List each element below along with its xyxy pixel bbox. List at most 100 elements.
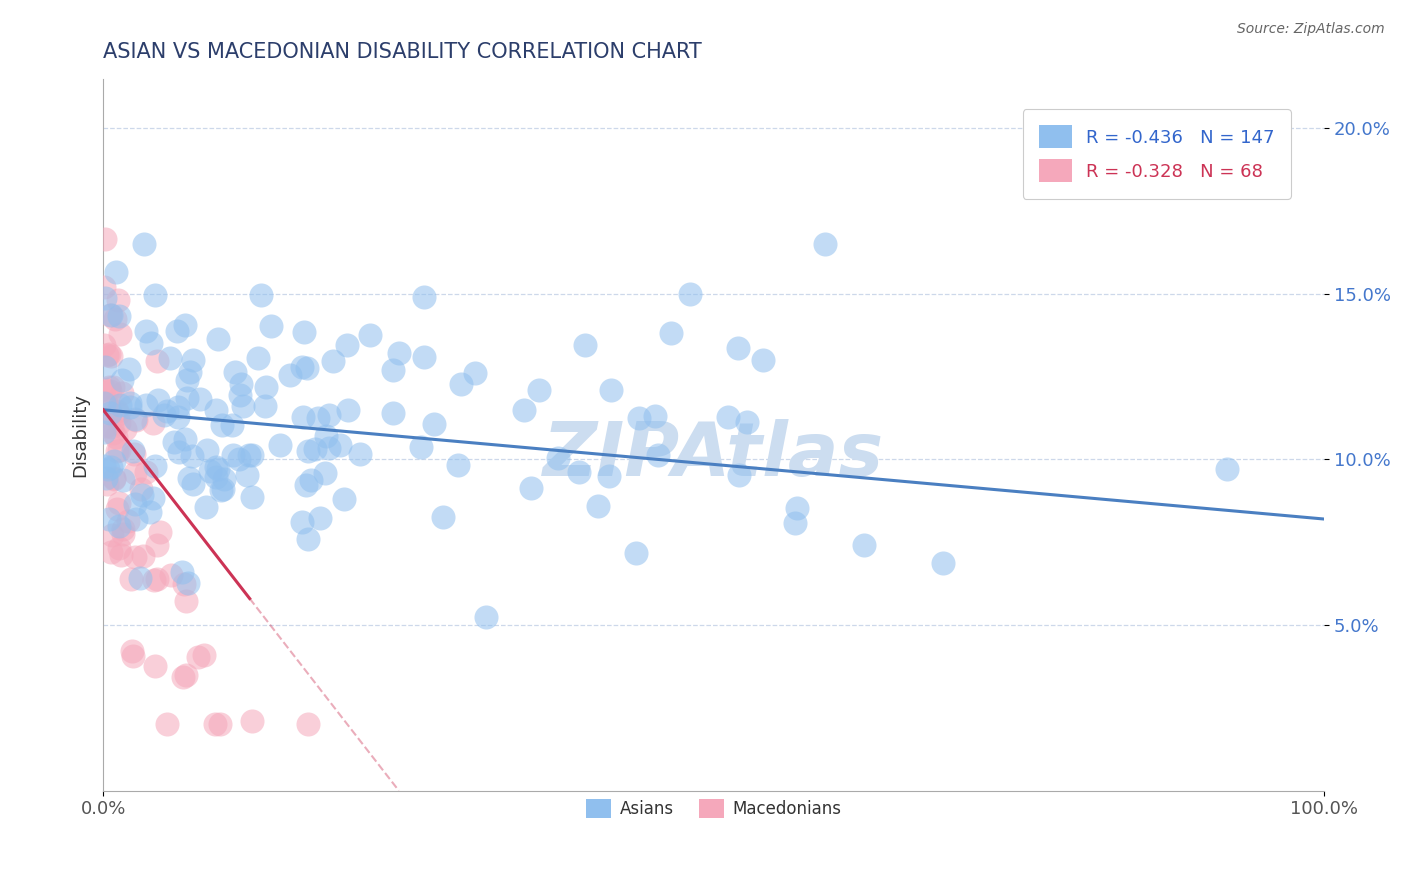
Point <box>193 648 215 662</box>
Point <box>107 404 129 418</box>
Point <box>112 522 135 536</box>
Point <box>297 443 319 458</box>
Point <box>735 415 758 429</box>
Point <box>253 399 276 413</box>
Point <box>240 714 263 729</box>
Point <box>247 351 270 365</box>
Point <box>104 265 127 279</box>
Point <box>98 308 121 322</box>
Point <box>299 473 322 487</box>
Point <box>232 399 254 413</box>
Point <box>122 447 145 461</box>
Point <box>121 443 143 458</box>
Point <box>98 384 121 399</box>
Point <box>728 468 751 483</box>
Point <box>254 380 277 394</box>
Point <box>574 338 596 352</box>
Point <box>308 411 330 425</box>
Point <box>211 483 233 497</box>
Point <box>205 459 228 474</box>
Point <box>142 416 165 430</box>
Point <box>132 549 155 564</box>
Point <box>146 538 169 552</box>
Point <box>322 354 344 368</box>
Point <box>599 383 621 397</box>
Point <box>260 319 283 334</box>
Point <box>110 548 132 562</box>
Point <box>131 482 153 496</box>
Point <box>336 402 359 417</box>
Point <box>118 396 141 410</box>
Point <box>177 471 200 485</box>
Point <box>222 449 245 463</box>
Point <box>124 412 146 426</box>
Point <box>93 232 115 246</box>
Point <box>105 501 128 516</box>
Point <box>101 527 124 541</box>
Point <box>107 407 129 421</box>
Point <box>318 408 340 422</box>
Point <box>142 491 165 506</box>
Point <box>624 546 647 560</box>
Point <box>107 519 129 533</box>
Point <box>131 488 153 502</box>
Point <box>97 347 120 361</box>
Point <box>318 441 340 455</box>
Point <box>98 512 121 526</box>
Point <box>195 500 218 515</box>
Point <box>120 400 142 414</box>
Point <box>111 473 134 487</box>
Point <box>931 557 953 571</box>
Point <box>211 418 233 433</box>
Point <box>527 383 550 397</box>
Point <box>187 649 209 664</box>
Point <box>153 409 176 423</box>
Point <box>359 328 381 343</box>
Point <box>292 325 315 339</box>
Point <box>336 338 359 352</box>
Point <box>100 420 122 434</box>
Point <box>628 411 651 425</box>
Point <box>101 426 124 441</box>
Point <box>107 541 129 556</box>
Point <box>195 443 218 458</box>
Point <box>108 442 131 457</box>
Point <box>174 318 197 332</box>
Point <box>135 324 157 338</box>
Point <box>204 717 226 731</box>
Point <box>221 417 243 432</box>
Point <box>423 417 446 432</box>
Point <box>172 670 194 684</box>
Point <box>315 429 337 443</box>
Point <box>205 402 228 417</box>
Point <box>166 324 188 338</box>
Point <box>520 481 543 495</box>
Legend: Asians, Macedonians: Asians, Macedonians <box>579 792 848 825</box>
Point <box>295 478 318 492</box>
Point <box>108 398 131 412</box>
Point <box>382 406 405 420</box>
Point <box>124 466 146 480</box>
Point <box>143 658 166 673</box>
Point <box>179 365 201 379</box>
Point <box>181 449 204 463</box>
Point <box>112 527 135 541</box>
Text: ZIPAtlas: ZIPAtlas <box>543 419 884 492</box>
Point <box>143 288 166 302</box>
Point <box>121 644 143 658</box>
Point <box>96 396 118 410</box>
Point <box>475 610 498 624</box>
Point <box>146 393 169 408</box>
Point <box>94 419 117 434</box>
Point <box>117 514 139 528</box>
Point <box>209 717 232 731</box>
Point <box>93 338 115 352</box>
Point <box>228 451 250 466</box>
Point <box>181 476 204 491</box>
Point <box>103 472 125 486</box>
Point <box>432 510 454 524</box>
Point <box>98 406 121 420</box>
Point <box>107 293 129 307</box>
Point <box>229 388 252 402</box>
Point <box>329 438 352 452</box>
